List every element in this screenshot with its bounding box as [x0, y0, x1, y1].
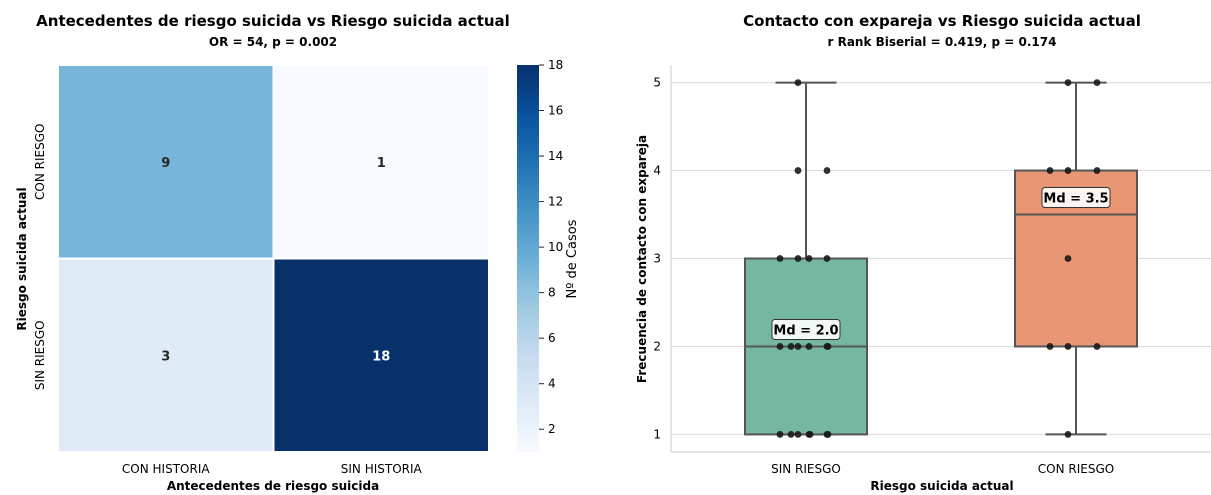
heatmap-subtitle: OR = 54, p = 0.002 [209, 35, 337, 49]
boxplot-point [1046, 343, 1054, 350]
heatmap-y-tick-label: CON RIESGO [33, 124, 47, 200]
median-label-box [771, 318, 841, 340]
heatmap-cell-value: 1 [377, 156, 386, 171]
colorbar-tick-label: 6 [548, 331, 556, 345]
heatmap-x-tick-label: CON HISTORIA [122, 462, 210, 476]
colorbar-tick-label: 12 [548, 195, 563, 209]
colorbar-label: Nº de Casos [565, 219, 580, 298]
boxplot-x-tick-labels: SIN RIESGO CON RIESGO [771, 462, 1114, 476]
boxplot-x-tick-label: CON RIESGO [1038, 462, 1114, 476]
heatmap-cell-value: 9 [161, 156, 170, 171]
boxplot-point [1093, 167, 1101, 174]
boxplot-point [823, 255, 831, 262]
boxplot-y-tick-labels: 1 2 3 4 5 [653, 76, 661, 442]
boxplot-y-tick-label: 2 [653, 339, 661, 353]
colorbar-ticks: 2 4 6 8 10 12 14 16 18 [539, 58, 563, 436]
boxplot-point [1093, 343, 1101, 350]
colorbar-tick-label: 4 [548, 377, 556, 391]
boxplot-point [1064, 343, 1072, 350]
colorbar-tick-label: 18 [548, 58, 563, 72]
boxplot-point [794, 431, 802, 438]
boxplot-point [824, 343, 832, 350]
boxplot-subtitle: r Rank Biserial = 0.419, p = 0.174 [828, 35, 1057, 49]
heatmap-cell [272, 257, 490, 453]
heatmap-cell [57, 64, 275, 260]
boxplot-y-axis-label: Frecuencia de contacto con expareja [635, 135, 649, 383]
boxplot-median-labels: Md = 2.0 Md = 3.5 [771, 187, 1111, 340]
colorbar-tick-label: 10 [548, 240, 563, 254]
boxplot-point [776, 431, 784, 438]
heatmap-cell [272, 64, 490, 260]
boxplot-title: Contacto con expareja vs Riesgo suicida … [743, 12, 1141, 30]
boxplot-point [1064, 167, 1072, 174]
boxplot-point [1064, 79, 1072, 86]
heatmap-y-tick-labels: CON RIESGO SIN RIESGO [33, 124, 47, 391]
boxplot-point [823, 167, 831, 174]
boxplot-point [1046, 167, 1054, 174]
boxplot-point [794, 79, 802, 86]
boxplot-point [805, 343, 813, 350]
median-label: Md = 3.5 [1043, 192, 1108, 207]
boxplot-point [1093, 79, 1101, 86]
boxplot-point [787, 343, 795, 350]
boxplot-x-axis-label: Riesgo suicida actual [870, 479, 1013, 493]
boxplot-point [794, 167, 802, 174]
boxplot-point [1064, 255, 1072, 262]
boxplot-point [776, 343, 784, 350]
boxplot-points [776, 79, 1101, 438]
boxplot-point [806, 431, 814, 438]
boxplot-y-tick-label: 1 [653, 427, 661, 441]
colorbar [517, 65, 539, 452]
boxplot-chart: Contacto con expareja vs Riesgo suicida … [635, 12, 1211, 493]
heatmap-cell-value: 3 [161, 349, 170, 364]
heatmap-y-tick-label: SIN RIESGO [33, 320, 47, 390]
heatmap-title: Antecedentes de riesgo suicida vs Riesgo… [36, 12, 510, 30]
colorbar-tick-label: 8 [548, 286, 556, 300]
boxplot-point [794, 255, 802, 262]
colorbar-tick-label: 14 [548, 149, 563, 163]
boxplot-point [787, 431, 795, 438]
boxplot-point [776, 255, 784, 262]
heatmap-cell [57, 257, 275, 453]
heatmap-y-axis-label: Riesgo suicida actual [15, 187, 29, 330]
heatmap-cell-value: 18 [372, 349, 390, 364]
boxplot-point [805, 255, 813, 262]
heatmap-cells: 9 1 3 18 [57, 64, 490, 453]
boxplot-y-tick-label: 4 [653, 164, 661, 178]
colorbar-tick-label: 16 [548, 104, 563, 118]
boxplot-x-tick-label: SIN RIESGO [771, 462, 841, 476]
heatmap-chart: Antecedentes de riesgo suicida vs Riesgo… [15, 12, 580, 493]
heatmap-x-tick-label: SIN HISTORIA [341, 462, 423, 476]
boxplot-point [824, 431, 832, 438]
boxplot-y-tick-label: 5 [653, 76, 661, 90]
median-label-box [1041, 187, 1111, 209]
colorbar-tick-label: 2 [548, 422, 556, 436]
heatmap-x-axis-label: Antecedentes de riesgo suicida [167, 479, 379, 493]
median-label: Md = 2.0 [773, 323, 838, 338]
boxplot-point [794, 343, 802, 350]
boxplot-y-tick-label: 3 [653, 252, 661, 266]
boxplot-point [1064, 431, 1072, 438]
heatmap-x-tick-labels: CON HISTORIA SIN HISTORIA [122, 462, 423, 476]
